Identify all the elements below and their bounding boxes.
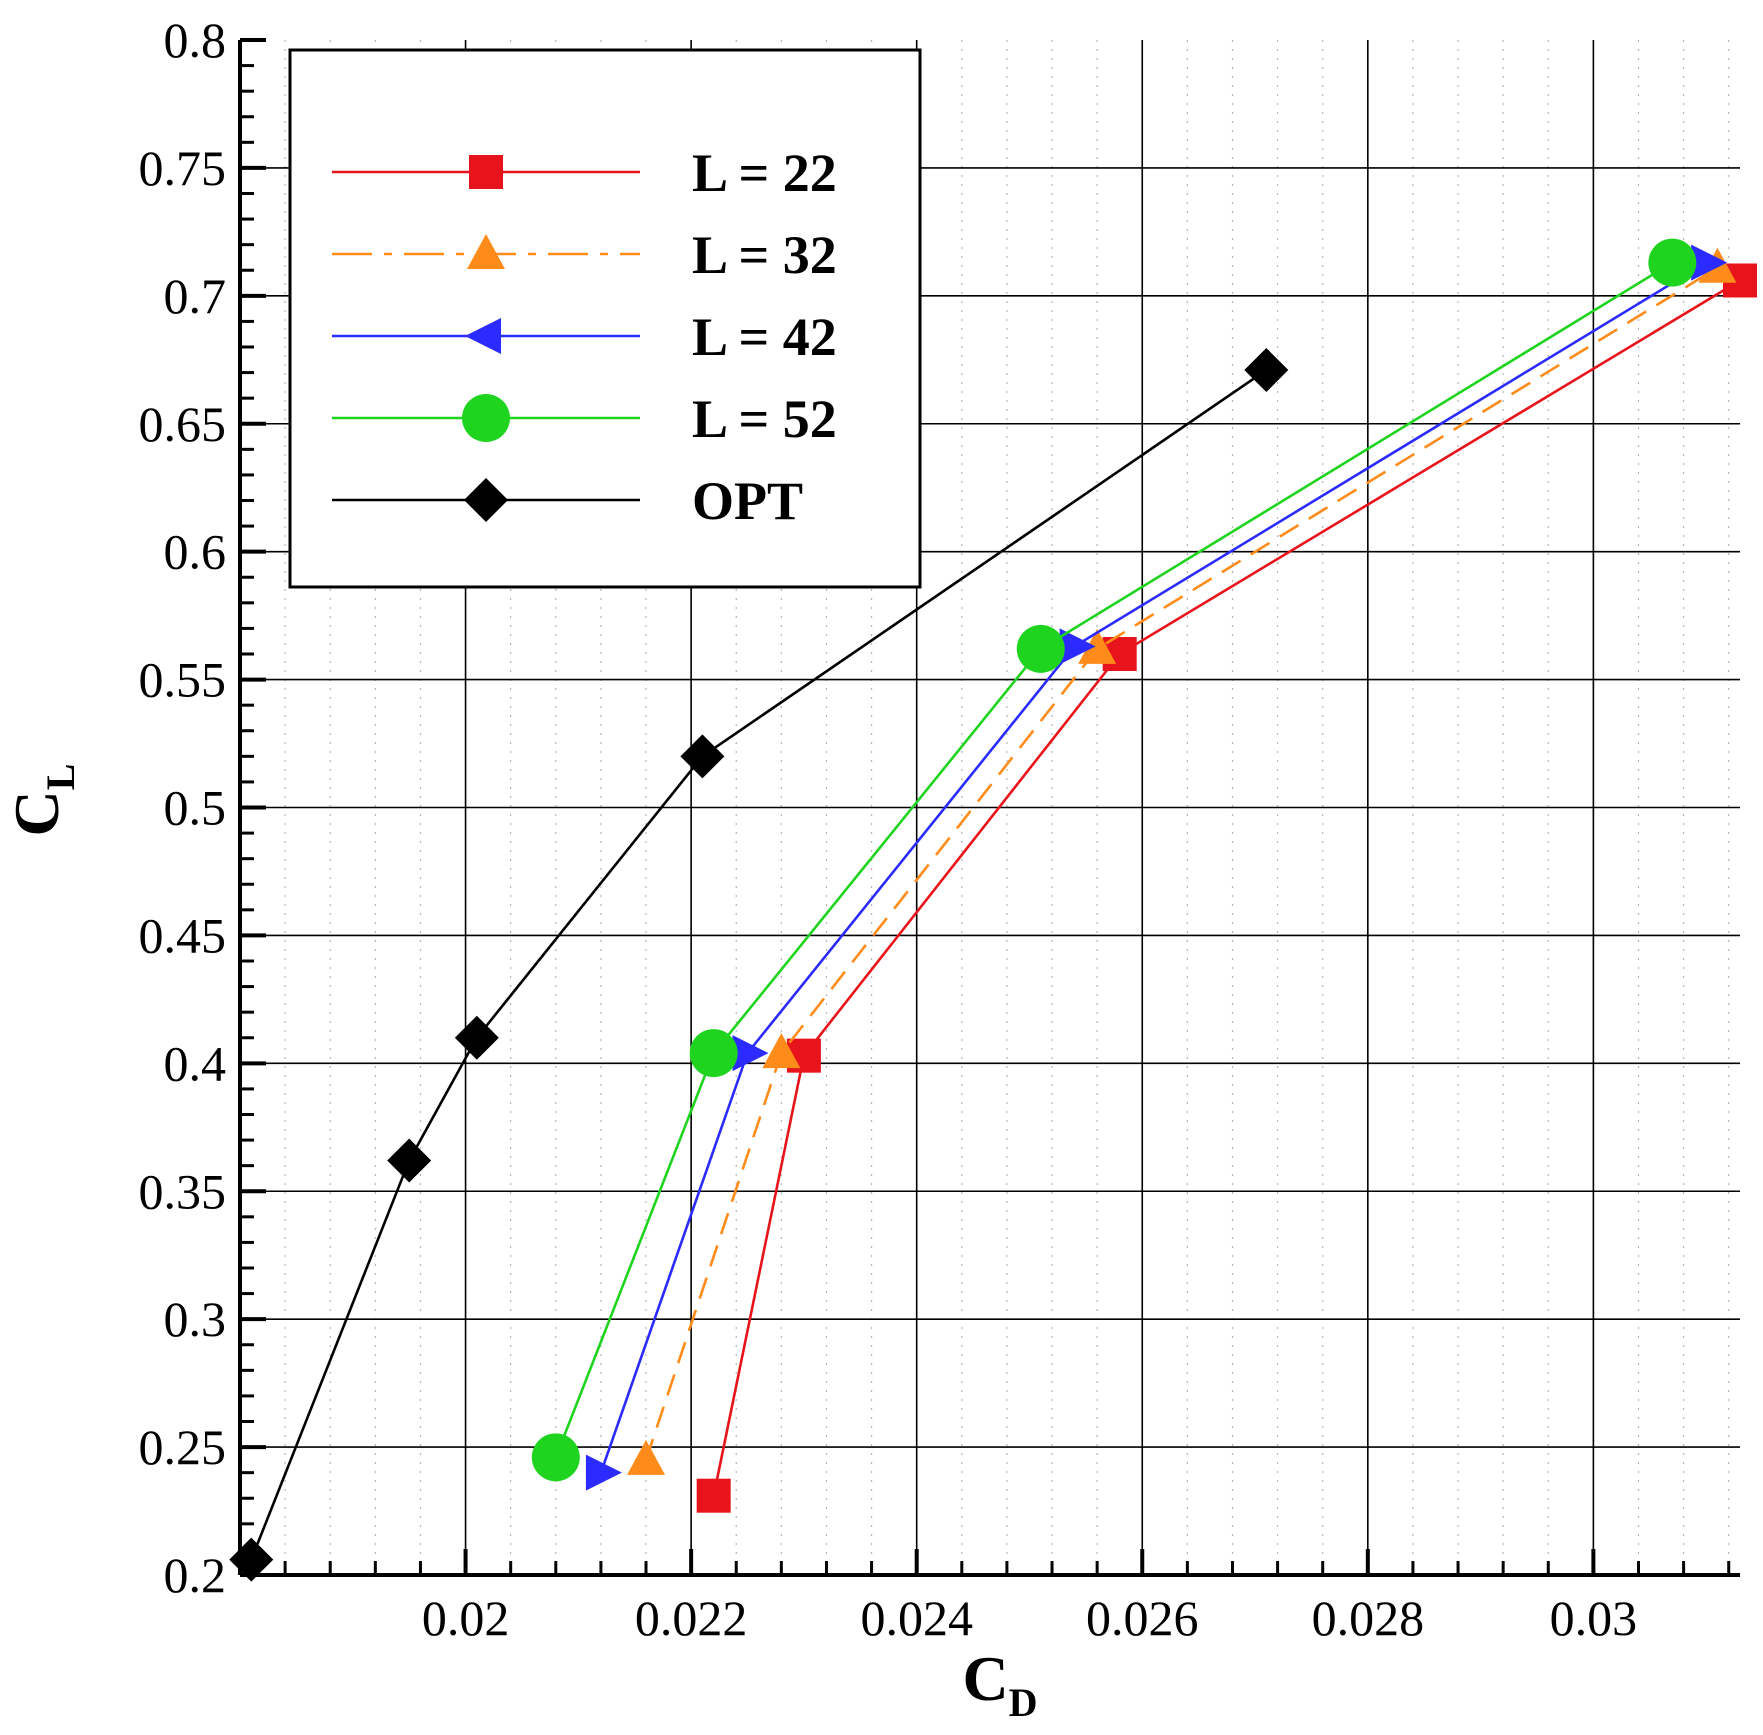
y-axis-title: CL [1,764,83,837]
y-tick-label: 0.75 [139,140,227,196]
y-tick-label: 0.4 [164,1035,227,1091]
legend-marker [462,394,510,442]
series-3 [531,238,1697,1482]
series-layer [229,238,1757,1582]
x-tick-label: 0.022 [635,1590,748,1646]
legend-label: OPT [692,471,803,531]
data-point [1059,628,1096,665]
x-tick-label: 0.028 [1312,1590,1425,1646]
series-2 [585,244,1728,1491]
y-tick-label: 0.6 [164,524,227,580]
tick-labels: 0.02 0.022 0.024 0.026 0.028 0.03 0.2 0.25 0.3 0.… [139,12,1638,1646]
y-tick-label: 0.3 [164,1291,227,1347]
data-point [732,1035,769,1072]
legend-label: L = 32 [692,225,837,285]
data-point [387,1138,432,1183]
y-tick-label: 0.65 [139,396,227,452]
y-tick-label: 0.8 [164,12,227,68]
y-tick-label: 0.7 [164,268,227,324]
y-tick-label: 0.45 [139,907,227,963]
legend-box [288,48,922,589]
series-line [599,261,1707,1474]
x-tick-label: 0.024 [860,1590,973,1646]
y-tick-label: 0.2 [164,1547,227,1603]
series-4 [229,348,1289,1582]
data-point [1244,348,1289,393]
data-point [762,1033,801,1069]
legend-label: L = 52 [692,389,837,449]
y-tick-label: 0.35 [139,1163,227,1219]
legend-label: L = 22 [692,143,837,203]
x-tick-label: 0.026 [1086,1590,1199,1646]
series-line [644,266,1719,1461]
data-point [1078,628,1117,664]
data-point [627,1439,666,1475]
data-point [229,1537,274,1582]
data-point [689,1029,738,1078]
legend-item: L = 22 [332,143,837,203]
data-point [1691,244,1728,281]
data-point [585,1454,622,1491]
data-point [1648,238,1697,287]
legend-item: OPT [332,471,803,531]
data-point [696,1478,731,1513]
data-point [531,1433,580,1482]
x-tick-label: 0.03 [1550,1590,1638,1646]
legend-marker [467,234,505,269]
legend-marker [465,318,501,354]
series-line [712,279,1741,1496]
legend-item: L = 52 [332,389,837,449]
legend-item: L = 32 [332,225,837,285]
legend-marker [464,478,508,522]
data-point [454,1015,499,1060]
y-tick-label: 0.55 [139,652,227,708]
x-tick-label: 0.02 [422,1590,510,1646]
legend-item: L = 42 [332,307,837,367]
series-line [554,261,1674,1458]
legend-items: L = 22 L = 32 L = 42 L = 52 OPT [332,143,837,531]
data-point [1016,624,1065,673]
legend: L = 22 L = 32 L = 42 L = 52 OPT [288,48,922,589]
y-tick-label: 0.25 [139,1419,227,1475]
data-point [680,734,725,779]
x-axis-title: CD [962,1643,1037,1725]
series-1 [627,247,1737,1475]
legend-marker [469,155,503,189]
y-tick-label: 0.5 [164,780,227,836]
legend-label: L = 42 [692,307,837,367]
